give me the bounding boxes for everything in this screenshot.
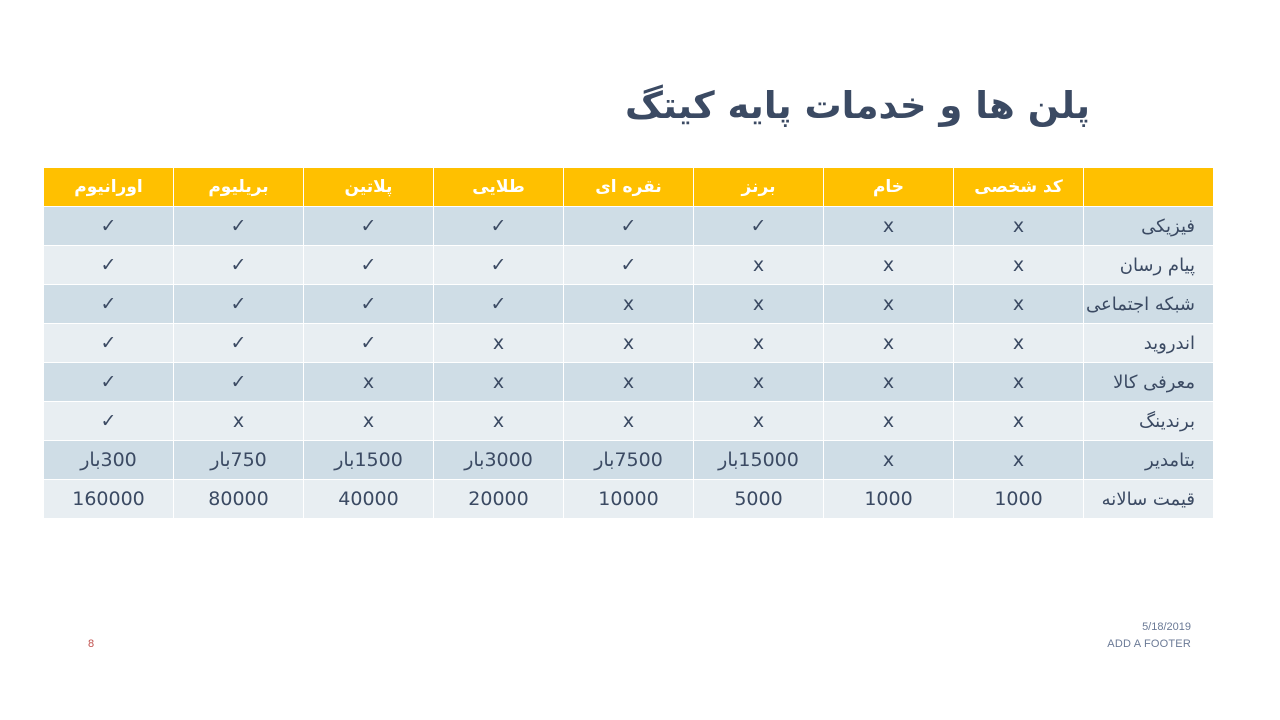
table-cell: 1000	[823, 479, 954, 519]
header-cell-gold: طلایی	[433, 167, 564, 207]
header-cell-silver: نقره ای	[563, 167, 694, 207]
table-cell: ✓	[173, 323, 304, 363]
row-label: بتامدیر	[1083, 440, 1214, 480]
table-cell: x	[303, 401, 434, 441]
table-cell: 15000بار	[693, 440, 824, 480]
table-cell: x	[693, 323, 824, 363]
table-cell: x	[433, 362, 564, 402]
table-cell: ✓	[173, 284, 304, 324]
row-label: اندروید	[1083, 323, 1214, 363]
slide-title: پلن ها و خدمات پایه کیتگ	[625, 84, 1090, 127]
row-label: برندینگ	[1083, 401, 1214, 441]
footer-date: 5/18/2019	[1142, 621, 1191, 633]
table-cell: x	[823, 245, 954, 285]
row-label: معرفی کالا	[1083, 362, 1214, 402]
table-cell: 80000	[173, 479, 304, 519]
table-cell: 750بار	[173, 440, 304, 480]
table-cell: x	[303, 362, 434, 402]
table-row: شبکه اجتماعی x x x x ✓ ✓ ✓ ✓	[43, 284, 1214, 324]
table-cell: x	[173, 401, 304, 441]
header-cell-platinum: پلاتین	[303, 167, 434, 207]
table-cell: 20000	[433, 479, 564, 519]
table-cell: 160000	[43, 479, 174, 519]
table-cell: x	[563, 362, 694, 402]
table-cell: x	[953, 323, 1084, 363]
table-cell: x	[953, 206, 1084, 246]
table-row: برندینگ x x x x x x x ✓	[43, 401, 1214, 441]
table-cell: x	[823, 323, 954, 363]
table-row: معرفی کالا x x x x x x ✓ ✓	[43, 362, 1214, 402]
table-cell: x	[563, 401, 694, 441]
table-cell: x	[953, 401, 1084, 441]
header-cell-personal-code: کد شخصی	[953, 167, 1084, 207]
row-label: شبکه اجتماعی	[1083, 284, 1214, 324]
header-cell-feature	[1083, 167, 1214, 207]
table-cell: x	[563, 323, 694, 363]
table-row: اندروید x x x x x ✓ ✓ ✓	[43, 323, 1214, 363]
table-cell: x	[693, 284, 824, 324]
table-row: قیمت سالانه 1000 1000 5000 10000 20000 4…	[43, 479, 1214, 519]
table-cell: ✓	[173, 362, 304, 402]
table-cell: ✓	[173, 206, 304, 246]
plans-table: کد شخصی خام برنز نقره ای طلایی پلاتین بر…	[43, 167, 1214, 519]
table-cell: ✓	[303, 245, 434, 285]
table-cell: x	[953, 284, 1084, 324]
table-cell: x	[433, 401, 564, 441]
table-cell: ✓	[43, 323, 174, 363]
table-cell: ✓	[43, 284, 174, 324]
row-label: قیمت سالانه	[1083, 479, 1214, 519]
table-cell: 40000	[303, 479, 434, 519]
table-cell: x	[823, 284, 954, 324]
table-cell: x	[953, 245, 1084, 285]
table-cell: ✓	[433, 284, 564, 324]
table-cell: x	[823, 440, 954, 480]
table-cell: 7500بار	[563, 440, 694, 480]
table-cell: x	[433, 323, 564, 363]
table-cell: x	[823, 362, 954, 402]
table-cell: ✓	[43, 206, 174, 246]
page-number: 8	[88, 638, 95, 650]
table-cell: x	[693, 401, 824, 441]
table-cell: x	[953, 440, 1084, 480]
table-cell: ✓	[433, 206, 564, 246]
table-cell: ✓	[43, 362, 174, 402]
table-cell: 5000	[693, 479, 824, 519]
header-cell-bronze: برنز	[693, 167, 824, 207]
table-row: فیزیکی x x ✓ ✓ ✓ ✓ ✓ ✓	[43, 206, 1214, 246]
table-cell: x	[953, 362, 1084, 402]
table-cell: ✓	[433, 245, 564, 285]
row-label: فیزیکی	[1083, 206, 1214, 246]
table-cell: 1500بار	[303, 440, 434, 480]
table-row: پیام رسان x x x ✓ ✓ ✓ ✓ ✓	[43, 245, 1214, 285]
table-cell: ✓	[693, 206, 824, 246]
table-cell: ✓	[43, 245, 174, 285]
table-cell: x	[563, 284, 694, 324]
header-cell-raw: خام	[823, 167, 954, 207]
table-header-row: کد شخصی خام برنز نقره ای طلایی پلاتین بر…	[43, 167, 1214, 207]
table-row: بتامدیر x x 15000بار 7500بار 3000بار 150…	[43, 440, 1214, 480]
table-cell: 1000	[953, 479, 1084, 519]
table-cell: ✓	[173, 245, 304, 285]
table-cell: ✓	[303, 206, 434, 246]
footer-text: ADD A FOOTER	[1107, 638, 1191, 650]
table-cell: ✓	[43, 401, 174, 441]
row-label: پیام رسان	[1083, 245, 1214, 285]
table-cell: ✓	[563, 245, 694, 285]
table-cell: 10000	[563, 479, 694, 519]
header-cell-uranium: اورانیوم	[43, 167, 174, 207]
table-cell: ✓	[303, 323, 434, 363]
table-cell: 3000بار	[433, 440, 564, 480]
table-cell: 300بار	[43, 440, 174, 480]
table-cell: ✓	[563, 206, 694, 246]
header-cell-beryllium: بریلیوم	[173, 167, 304, 207]
table-cell: x	[693, 245, 824, 285]
table-cell: x	[823, 401, 954, 441]
table-cell: x	[823, 206, 954, 246]
table-cell: x	[693, 362, 824, 402]
table-cell: ✓	[303, 284, 434, 324]
